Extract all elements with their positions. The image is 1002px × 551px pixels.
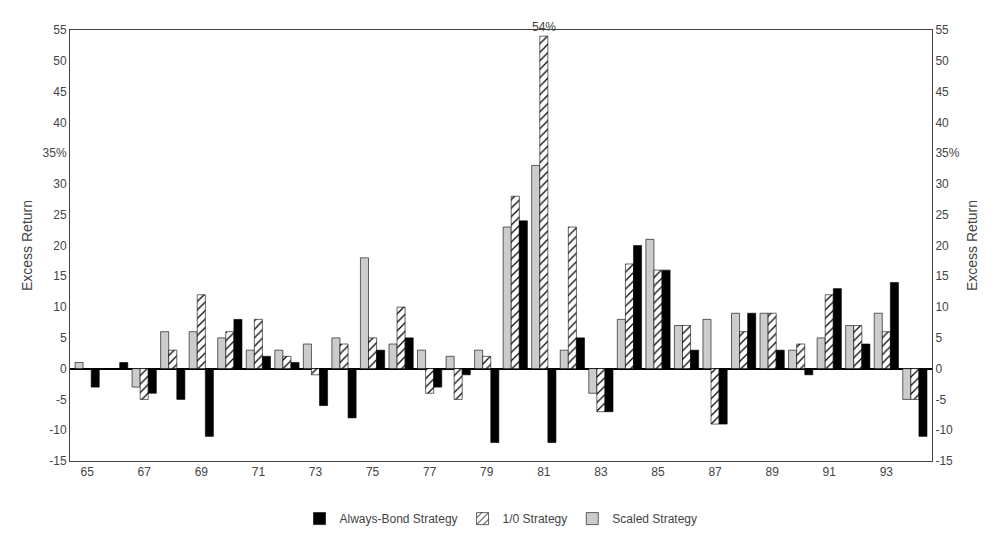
svg-text:25: 25 <box>935 208 949 222</box>
svg-text:10: 10 <box>53 300 67 314</box>
svg-text:-10: -10 <box>49 423 67 437</box>
svg-text:Scaled Strategy: Scaled Strategy <box>612 512 697 526</box>
svg-text:20: 20 <box>53 239 67 253</box>
svg-text:0: 0 <box>935 362 942 376</box>
svg-text:40: 40 <box>53 116 67 130</box>
svg-text:45: 45 <box>935 85 949 99</box>
svg-text:81: 81 <box>537 465 551 479</box>
svg-text:35%: 35% <box>935 146 959 160</box>
svg-text:87: 87 <box>708 465 722 479</box>
svg-text:40: 40 <box>935 116 949 130</box>
svg-text:65: 65 <box>80 465 94 479</box>
svg-text:85: 85 <box>651 465 665 479</box>
svg-text:69: 69 <box>195 465 209 479</box>
svg-text:-5: -5 <box>935 393 946 407</box>
svg-text:5: 5 <box>935 331 942 345</box>
svg-text:30: 30 <box>53 177 67 191</box>
svg-text:77: 77 <box>423 465 437 479</box>
svg-text:25: 25 <box>53 208 67 222</box>
svg-text:-15: -15 <box>935 454 953 468</box>
svg-text:45: 45 <box>53 85 67 99</box>
svg-text:71: 71 <box>252 465 266 479</box>
svg-text:93: 93 <box>880 465 894 479</box>
svg-text:0: 0 <box>60 362 67 376</box>
svg-text:-5: -5 <box>56 393 67 407</box>
svg-text:-10: -10 <box>935 423 953 437</box>
svg-text:10: 10 <box>935 300 949 314</box>
svg-text:15: 15 <box>935 269 949 283</box>
svg-text:79: 79 <box>480 465 494 479</box>
svg-text:55: 55 <box>53 23 67 37</box>
svg-text:89: 89 <box>765 465 779 479</box>
svg-text:67: 67 <box>138 465 152 479</box>
svg-text:91: 91 <box>823 465 837 479</box>
svg-text:50: 50 <box>935 54 949 68</box>
svg-text:35%: 35% <box>43 146 67 160</box>
svg-text:55: 55 <box>935 23 949 37</box>
svg-text:Always-Bond Strategy: Always-Bond Strategy <box>340 512 458 526</box>
svg-text:15: 15 <box>53 269 67 283</box>
svg-text:73: 73 <box>309 465 323 479</box>
svg-text:50: 50 <box>53 54 67 68</box>
svg-text:54%: 54% <box>532 20 556 34</box>
svg-text:1/0 Strategy: 1/0 Strategy <box>503 512 568 526</box>
svg-text:30: 30 <box>935 177 949 191</box>
svg-text:-15: -15 <box>49 454 67 468</box>
svg-text:Excess Return: Excess Return <box>964 200 980 291</box>
svg-text:5: 5 <box>60 331 67 345</box>
svg-text:Excess Return: Excess Return <box>19 200 35 291</box>
svg-text:20: 20 <box>935 239 949 253</box>
svg-text:75: 75 <box>366 465 380 479</box>
svg-text:83: 83 <box>594 465 608 479</box>
